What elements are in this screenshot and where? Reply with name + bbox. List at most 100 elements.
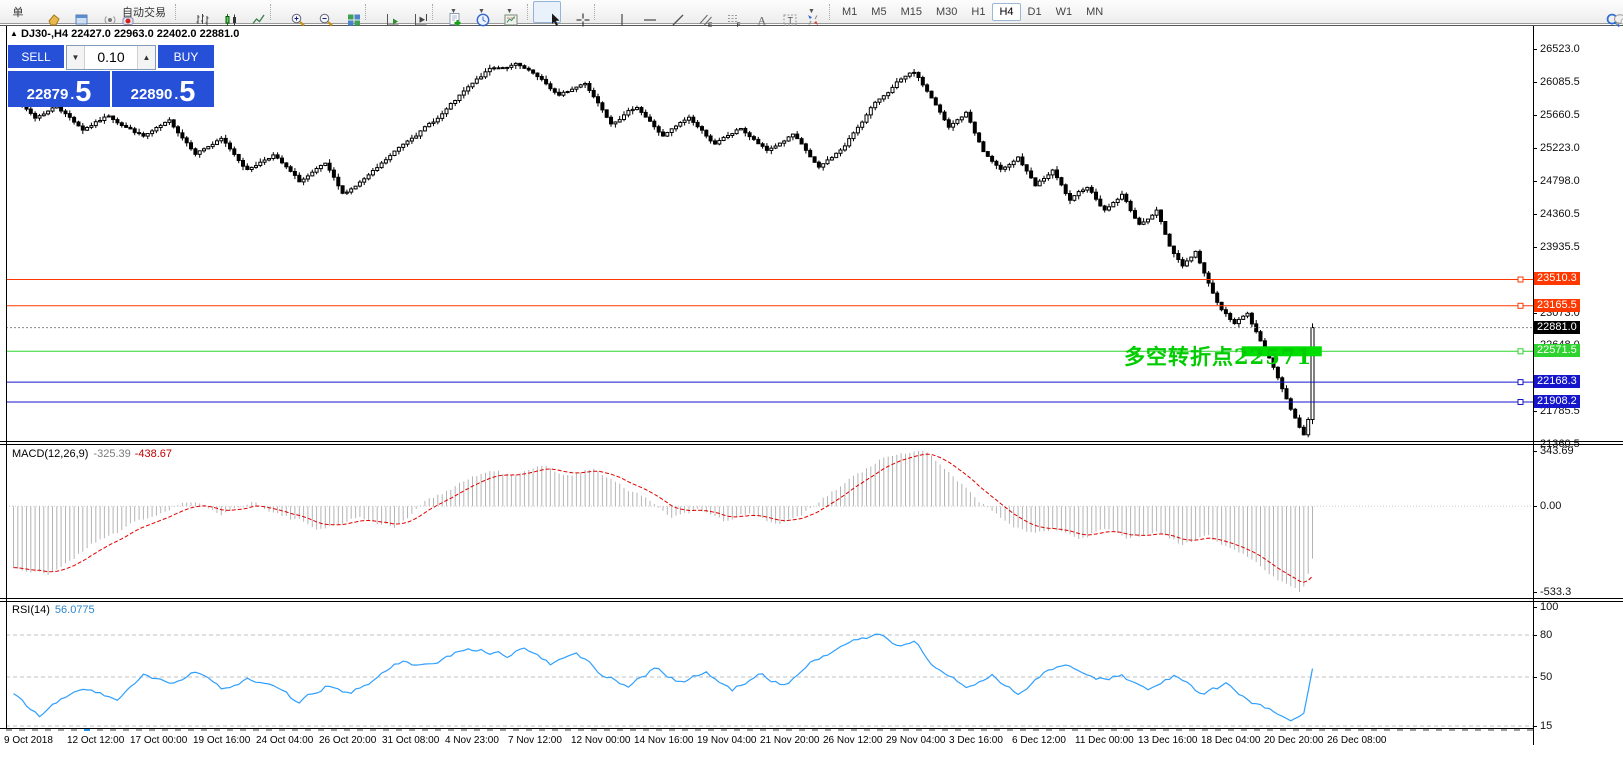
time-tick-label: 14 Nov 16:00	[634, 735, 694, 746]
line-handle[interactable]	[1517, 379, 1524, 386]
vertical-line-button[interactable]	[600, 1, 628, 26]
auto-scroll-button[interactable]	[371, 1, 399, 25]
horizontal-line-button[interactable]	[628, 1, 656, 23]
tf-h1[interactable]: H1	[971, 5, 986, 18]
macd-signal-line	[13, 453, 1313, 583]
dropdown-caret-icon[interactable]: ▼	[450, 8, 457, 15]
rsi-label: RSI(14) 56.0775	[12, 604, 95, 616]
autotrading-button[interactable]: 自动交易	[116, 1, 170, 25]
time-tick-label: 9 Oct 2018	[4, 735, 53, 746]
pivot-annotation-text[interactable]: 多空转折点22571	[1124, 344, 1313, 369]
macd-splitter-line2[interactable]	[0, 444, 1623, 445]
tf-h4[interactable]: H4	[992, 2, 1021, 21]
equidistant-channel-button[interactable]: E	[684, 1, 713, 28]
dropdown-caret-icon[interactable]: ▼	[478, 8, 485, 15]
volume-decrease-button[interactable]: ▼	[67, 46, 85, 69]
symbol-timeframe: DJ30-,H4	[20, 28, 69, 40]
svg-text:T: T	[788, 15, 794, 25]
templates-button[interactable]: ▼	[494, 1, 522, 25]
rsi-splitter[interactable]	[0, 598, 1623, 599]
macd-tick-label: 0.00	[1540, 500, 1562, 512]
arrows-button[interactable]: ▼	[796, 1, 824, 25]
toolbar-separator	[527, 3, 528, 20]
time-tick-label: 26 Dec 08:00	[1327, 735, 1387, 746]
trendline-button[interactable]	[656, 1, 684, 25]
cursor-button[interactable]	[533, 0, 561, 26]
bar-chart-button[interactable]	[181, 1, 209, 25]
new-order-button[interactable]: 单	[12, 6, 24, 19]
tile-windows-button[interactable]	[332, 1, 360, 25]
chart-shift-button[interactable]	[399, 1, 427, 25]
volume-increase-button[interactable]: ▲	[137, 46, 155, 69]
toolbar-separator	[594, 3, 595, 20]
dropdown-caret-icon[interactable]: ▼	[808, 8, 815, 15]
toolbar-separator	[365, 3, 366, 20]
rsi-pane	[6, 633, 1533, 727]
text-label-button[interactable]: T	[768, 1, 797, 25]
collapse-triangle-icon[interactable]: ▲	[10, 29, 18, 38]
rsi-splitter-line2[interactable]	[0, 601, 1623, 602]
terminal-window-icon[interactable]	[60, 1, 88, 24]
line-handle[interactable]	[1517, 348, 1524, 355]
time-tick-label: 12 Oct 12:00	[67, 735, 125, 746]
ohlc-values: 22427.0 22963.0 22402.0 22881.0	[71, 28, 240, 40]
time-tick-label: 26 Nov 12:00	[823, 735, 883, 746]
price-tick-label: 25660.5	[1540, 109, 1580, 121]
line-chart-button[interactable]	[237, 1, 265, 24]
crosshair-button[interactable]	[561, 1, 590, 26]
line-handle[interactable]	[1517, 399, 1524, 405]
zoom-out-button[interactable]	[304, 1, 333, 26]
price-level-badge: 22571.5	[1534, 344, 1580, 357]
tf-m15[interactable]: M15	[900, 5, 922, 18]
svg-text:F: F	[737, 22, 741, 28]
zoom-in-button[interactable]	[276, 1, 305, 26]
tf-m5[interactable]: M5	[871, 5, 887, 18]
buy-button[interactable]: BUY	[158, 45, 214, 70]
price-tick-label: 25223.0	[1540, 142, 1580, 154]
tf-d1[interactable]: D1	[1027, 5, 1042, 18]
dropdown-caret-icon[interactable]: ▼	[506, 8, 513, 15]
time-axis-line	[0, 728, 1533, 729]
periods-button[interactable]: ▼	[466, 1, 494, 26]
time-tick-label: 3 Dec 16:00	[949, 735, 1003, 746]
buy-price-display[interactable]: 22890. 5	[112, 71, 214, 107]
time-tick-label: 12 Nov 00:00	[571, 735, 631, 746]
sell-price-display[interactable]: 22879. 5	[8, 71, 110, 107]
pivot-highlight-bar[interactable]	[1241, 346, 1322, 357]
tf-m1[interactable]: M1	[842, 5, 858, 18]
toolbar-divider	[0, 25, 1623, 26]
macd-tick-label: 343.69	[1540, 445, 1574, 457]
tf-m30[interactable]: M30	[935, 5, 958, 18]
line-handle[interactable]	[1517, 276, 1524, 283]
chart-left-border	[6, 26, 7, 728]
svg-text:A: A	[758, 13, 767, 27]
volume-stepper: ▼ 0.10 ▲	[66, 45, 156, 70]
tf-mn[interactable]: MN	[1086, 5, 1104, 18]
price-level-badge: 23510.3	[1534, 272, 1580, 285]
price-tick-label: 24360.5	[1540, 208, 1580, 220]
text-button[interactable]: A	[740, 1, 768, 27]
sell-button[interactable]: SELL	[8, 45, 64, 70]
signal-icon[interactable]	[88, 1, 116, 24]
fibonacci-button[interactable]: F	[712, 1, 741, 28]
candlestick-chart-button[interactable]	[209, 1, 237, 26]
line-handle[interactable]	[1517, 302, 1524, 309]
time-tick-label: 6 Dec 12:00	[1012, 735, 1066, 746]
quote-icon[interactable]	[32, 1, 60, 25]
rsi-tick-label: 15	[1540, 720, 1553, 732]
toolbar-separator	[432, 3, 433, 20]
tf-w1[interactable]: W1	[1055, 5, 1073, 18]
rsi-line	[13, 633, 1314, 722]
time-tick-label: 13 Dec 16:00	[1138, 735, 1198, 746]
macd-splitter[interactable]	[0, 441, 1623, 442]
time-tick-label: 18 Dec 04:00	[1201, 735, 1261, 746]
price-level-badge: 21908.2	[1534, 395, 1580, 408]
svg-text:E: E	[708, 22, 713, 28]
time-tick-label: 19 Oct 16:00	[193, 735, 251, 746]
time-tick-label: 20 Dec 20:00	[1264, 735, 1324, 746]
add-indicator-button[interactable]: ▼	[438, 1, 466, 26]
time-tick-label: 29 Nov 04:00	[886, 735, 946, 746]
price-tick-label: 24798.0	[1540, 175, 1580, 187]
volume-input[interactable]: 0.10	[97, 49, 125, 65]
